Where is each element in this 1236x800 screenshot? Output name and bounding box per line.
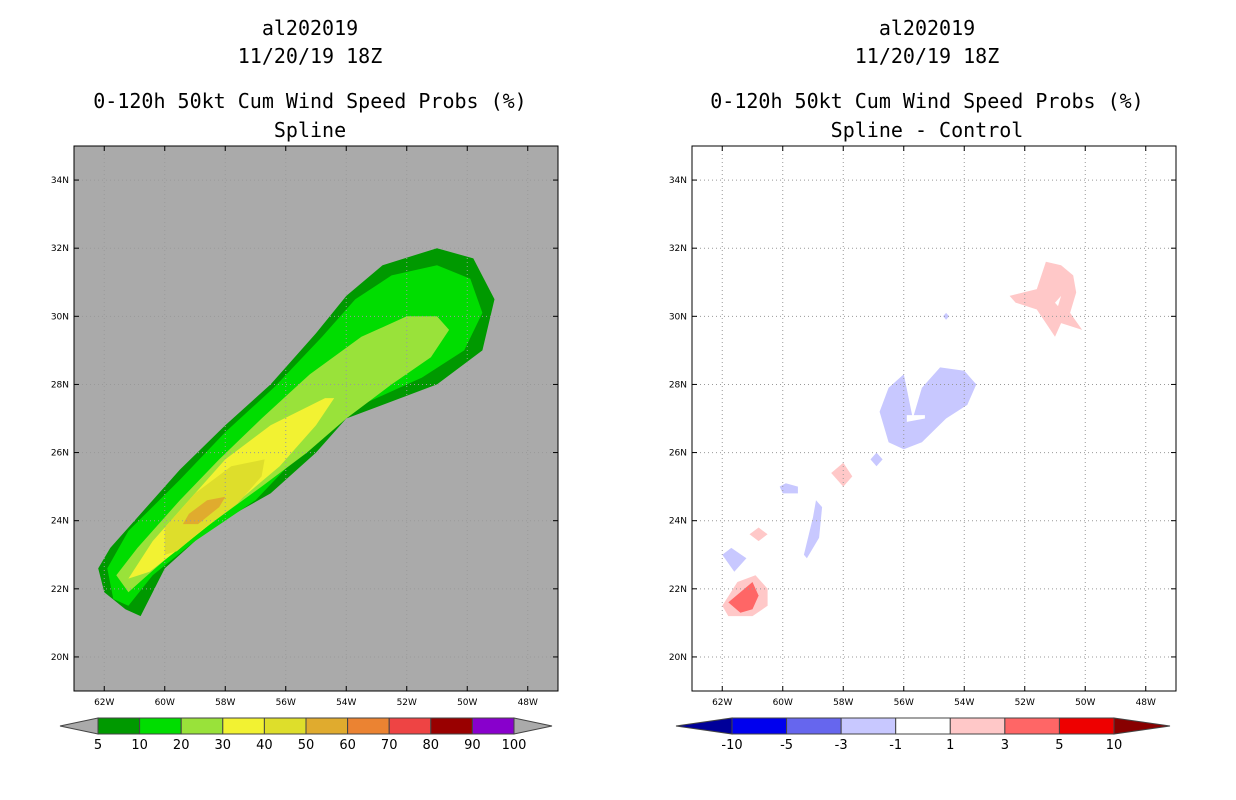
colorbar-label: -10 xyxy=(721,738,742,753)
contour-1-3 xyxy=(749,527,768,542)
colorbar-label: 100 xyxy=(502,738,527,753)
contour--3--1 xyxy=(943,312,950,320)
colorbar-label: 3 xyxy=(1001,738,1009,753)
colorbar-over-wedge xyxy=(513,717,553,735)
colorbar-label: -3 xyxy=(835,738,848,753)
left-title-line-4: Spline xyxy=(273,118,347,142)
colorbar-over-wedge xyxy=(1113,717,1171,735)
x-tick-label: 52W xyxy=(397,698,417,708)
contour-1-3 xyxy=(831,462,853,487)
colorbar-under-wedge xyxy=(675,717,733,735)
contour-50-60 xyxy=(182,496,226,525)
left-title-line-1: al202019 xyxy=(261,16,359,40)
y-tick-label: 34N xyxy=(51,176,69,186)
colorbar-box xyxy=(840,717,897,735)
y-tick-label: 32N xyxy=(669,244,687,254)
y-tick-label: 20N xyxy=(669,653,687,663)
right-title-line-1: al202019 xyxy=(878,16,976,40)
right-title-line-4: Spline - Control xyxy=(830,118,1024,142)
colorbar-box xyxy=(180,717,224,735)
x-tick-label: 60W xyxy=(773,698,793,708)
y-tick-label: 22N xyxy=(51,585,69,595)
x-tick-label: 50W xyxy=(1075,698,1095,708)
colorbar-label: 30 xyxy=(215,738,232,753)
colorbar-box xyxy=(1004,717,1060,735)
x-tick-label: 52W xyxy=(1015,698,1035,708)
plot-frame xyxy=(73,145,559,692)
x-tick-label: 48W xyxy=(518,698,538,708)
colorbar-label: 10 xyxy=(1106,738,1123,753)
x-tick-label: 54W xyxy=(336,698,356,708)
y-tick-label: 28N xyxy=(51,380,69,390)
y-tick-label: 26N xyxy=(669,449,687,459)
x-tick-label: 48W xyxy=(1136,698,1156,708)
y-tick-label: 26N xyxy=(51,449,69,459)
colorbar-label: 60 xyxy=(339,738,356,753)
left-title-line-3: 0-120h 50kt Cum Wind Speed Probs (%) xyxy=(93,89,527,113)
colorbar-box xyxy=(471,717,515,735)
x-tick-label: 56W xyxy=(276,698,296,708)
contour--1-1 xyxy=(1055,295,1062,307)
colorbar-label: -1 xyxy=(889,738,902,753)
contour--3--1 xyxy=(803,500,823,559)
contour--3--1 xyxy=(722,547,747,572)
colorbar-box xyxy=(263,717,307,735)
y-tick-label: 30N xyxy=(669,312,687,322)
colorbar-box xyxy=(139,717,182,735)
left-title-line-2: 11/20/19 18Z xyxy=(237,44,383,68)
plot-frame xyxy=(691,145,1177,692)
colorbar-box xyxy=(731,717,788,735)
y-tick-label: 20N xyxy=(51,653,69,663)
colorbar-label: 1 xyxy=(946,738,954,753)
colorbar-box xyxy=(388,717,432,735)
colorbar-box xyxy=(895,717,951,735)
right-title-line-2: 11/20/19 18Z xyxy=(854,44,1000,68)
colorbar-box xyxy=(222,717,265,735)
colorbar-label: 40 xyxy=(256,738,273,753)
x-tick-label: 58W xyxy=(833,698,853,708)
y-tick-label: 22N xyxy=(669,585,687,595)
colorbar-box xyxy=(1058,717,1115,735)
x-tick-label: 60W xyxy=(155,698,175,708)
x-tick-label: 54W xyxy=(954,698,974,708)
x-tick-label: 50W xyxy=(457,698,477,708)
colorbar-box xyxy=(347,717,390,735)
colorbar-box xyxy=(97,717,141,735)
colorbar-box xyxy=(305,717,349,735)
difference-map-plot: 62W 60W 58W 56W 54W 52W 50W 48W 20N 22N 24N 26N 28N 3… xyxy=(669,145,1177,753)
x-tick-label: 58W xyxy=(215,698,235,708)
y-tick-label: 34N xyxy=(669,176,687,186)
colorbar-label: 70 xyxy=(381,738,398,753)
x-tick-label: 56W xyxy=(894,698,914,708)
colorbar-under-wedge xyxy=(59,717,99,735)
colorbar-label: 50 xyxy=(298,738,315,753)
colorbar-label: 10 xyxy=(131,738,148,753)
contour--3--1 xyxy=(870,452,883,467)
colorbar-label: 90 xyxy=(464,738,481,753)
y-tick-label: 28N xyxy=(669,380,687,390)
contour--1-1 xyxy=(906,415,925,422)
y-tick-label: 24N xyxy=(669,517,687,527)
colorbar-label: 5 xyxy=(94,738,102,753)
colorbar-box xyxy=(786,717,842,735)
x-tick-label: 62W xyxy=(94,698,114,708)
contour--3--1 xyxy=(779,483,798,494)
y-tick-label: 30N xyxy=(51,312,69,322)
colorbar-box xyxy=(430,717,473,735)
contour--3--1 xyxy=(879,367,977,450)
contour-3-5 xyxy=(728,582,759,613)
y-tick-label: 24N xyxy=(51,517,69,527)
y-tick-label: 32N xyxy=(51,244,69,254)
colorbar-label: 80 xyxy=(423,738,440,753)
colorbar-label: 5 xyxy=(1055,738,1063,753)
probability-map-plot: 62W 60W 58W 56W 54W 52W 50W 48W 20N 22N 24N 26N 28N 3… xyxy=(51,145,559,753)
contour-1-3 xyxy=(1009,261,1083,337)
colorbar-box xyxy=(949,717,1006,735)
colorbar-label: -5 xyxy=(780,738,793,753)
right-title-line-3: 0-120h 50kt Cum Wind Speed Probs (%) xyxy=(710,89,1144,113)
colorbar-label: 20 xyxy=(173,738,190,753)
x-tick-label: 62W xyxy=(712,698,732,708)
